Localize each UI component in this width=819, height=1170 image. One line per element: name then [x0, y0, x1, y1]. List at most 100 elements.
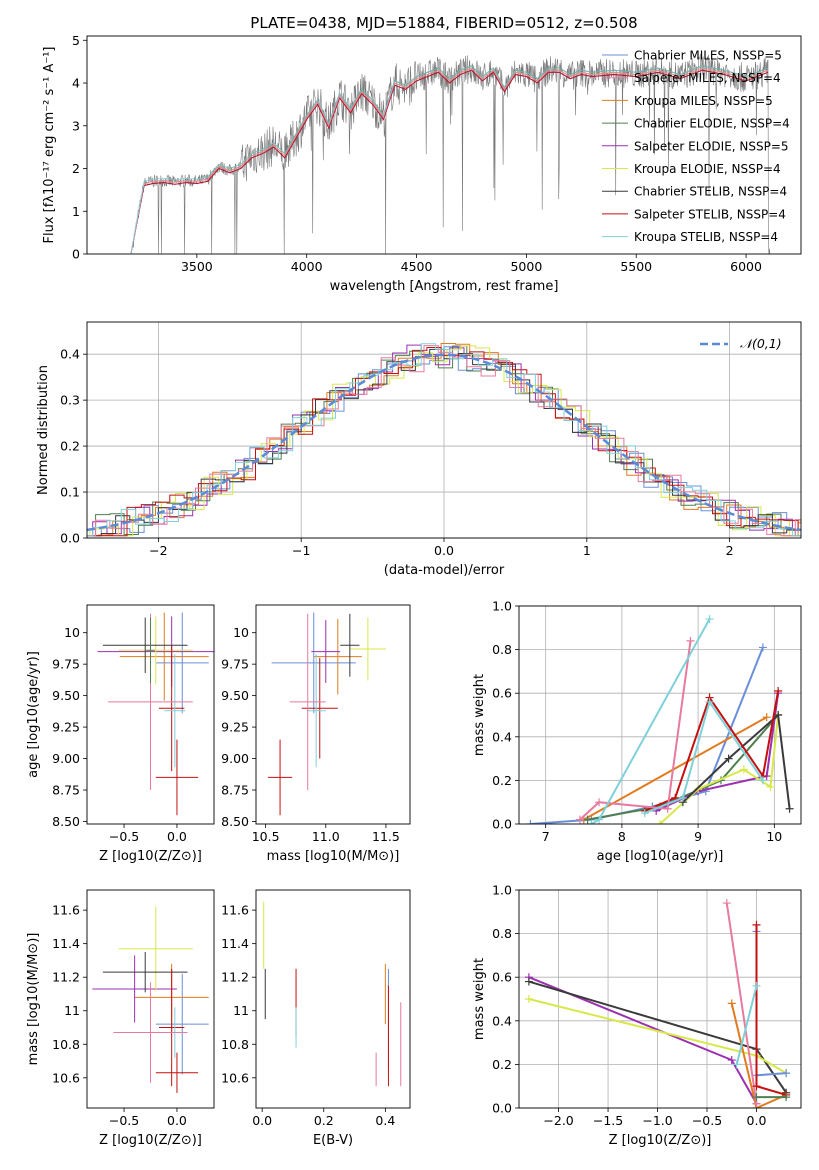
- legend-entry: Chabrier MILES, NSSP=5: [634, 49, 782, 63]
- y-tick-label: 0.4: [492, 729, 512, 744]
- weight-series-line: [587, 714, 779, 821]
- weight-point-marker: [752, 1082, 761, 1091]
- y-tick-label: 11.6: [221, 903, 249, 918]
- y-tick-label: 10: [64, 625, 80, 640]
- weight-point-marker: [782, 1093, 791, 1102]
- y-axis-label: mass weight: [472, 674, 487, 756]
- weight-point-marker: [705, 697, 714, 706]
- x-axis-label: Z [log10(Z/Z⊙)]: [609, 1133, 712, 1148]
- weight-series-line: [755, 931, 787, 1077]
- weight-point-marker: [663, 804, 672, 813]
- y-tick-label: 0.2: [60, 439, 80, 454]
- x-axis-label: Z [log10(Z/Z⊙)]: [99, 1133, 202, 1148]
- weight-point-marker: [782, 1069, 791, 1078]
- y-tick-label: 8.50: [221, 814, 249, 829]
- x-tick-label: −2.0: [543, 1113, 573, 1128]
- y-tick-label: 1: [72, 204, 80, 219]
- axes-frame: [518, 889, 802, 1109]
- x-tick-label: −0.5: [109, 1113, 139, 1128]
- legend-entry: Kroupa ELODIE, NSSP=4: [634, 162, 781, 176]
- plot-area: [524, 899, 791, 1108]
- weight-point-marker: [766, 782, 775, 791]
- model-spectrum-line: [130, 65, 769, 254]
- legend-entry: Salpeter STELIB, NSSP=4: [634, 207, 786, 221]
- weight-point-marker: [752, 981, 761, 990]
- y-tick-label: 0.1: [60, 485, 80, 500]
- weight-series-line: [730, 1003, 787, 1108]
- plot-area: [130, 53, 771, 254]
- legend-entry: 𝒩(0,1): [740, 336, 782, 351]
- weight-point-marker: [727, 999, 736, 1008]
- histogram-step: [87, 343, 801, 537]
- y-tick-label: 0.6: [492, 970, 512, 985]
- y-tick-label: 11.4: [221, 936, 249, 951]
- y-tick-label: 11: [64, 1003, 80, 1018]
- mass_vs_EBV-axes: 0.0 0.2 0.4 10.6 10.8 11 11.2 11.4 11.6 E(B-V): [221, 889, 411, 1148]
- x-tick-label: 4500: [401, 259, 433, 274]
- x-axis-label: Z [log10(Z/Z⊙)]: [99, 849, 202, 864]
- weight-series-line: [528, 976, 758, 1105]
- x-tick-label: 1: [583, 543, 591, 558]
- x-tick-label: 0.0: [252, 1113, 272, 1128]
- weight-series-line: [583, 716, 768, 821]
- y-tick-label: 1.0: [492, 883, 512, 898]
- plot-area: [268, 612, 386, 816]
- x-tick-label: 0.0: [167, 1113, 187, 1128]
- y-tick-label: 0.4: [60, 347, 80, 362]
- x-tick-label: −2: [149, 543, 167, 558]
- y-tick-label: 2: [72, 161, 80, 176]
- y-tick-label: 8.75: [221, 783, 249, 798]
- y-tick-label: 4: [72, 76, 80, 91]
- x-tick-label: −0.5: [692, 1113, 722, 1128]
- x-axis-label: (data-model)/error: [384, 563, 505, 578]
- y-tick-label: 0.2: [492, 773, 512, 788]
- age_vs_mass-axes: 10.5 11.0 11.5 8.50 8.75 9.00 9.25 9.50 9.75 10 ma…: [221, 604, 411, 864]
- y-tick-label: 0.3: [60, 393, 80, 408]
- y-axis-label: mass weight: [472, 958, 487, 1040]
- weight-point-marker: [727, 1056, 736, 1065]
- model-spectrum-line: [130, 67, 769, 254]
- weight-point-marker: [640, 809, 649, 818]
- weight-point-marker: [583, 815, 592, 824]
- weight-series-line: [725, 902, 758, 1104]
- y-tick-label: 1.0: [492, 599, 512, 614]
- y-tick-label: 8.50: [52, 814, 80, 829]
- y-tick-label: 10.8: [52, 1037, 80, 1052]
- weight-series-line: [644, 690, 780, 812]
- weight-point-marker: [656, 820, 664, 824]
- y-tick-label: 0.0: [60, 531, 80, 546]
- y-tick-label: 11.4: [52, 936, 80, 951]
- x-tick-label: 0.0: [747, 1113, 767, 1128]
- weight-point-marker: [524, 995, 533, 1003]
- x-tick-label: 3500: [181, 259, 213, 274]
- weight-point-marker: [758, 776, 767, 785]
- plot-area: [92, 906, 209, 1093]
- x-tick-label: 4000: [291, 259, 323, 274]
- x-tick-label: −1: [292, 543, 310, 558]
- y-axis-label: age [log10(age/yr)]: [26, 651, 41, 778]
- legend-entry: Salpeter MILES, NSSP=4: [634, 71, 781, 85]
- weight_vs_Z-axes: −2.0 −1.5 −1.0 −0.5 0.0 0.0 0.2 0.4 0.6 0.8 1.0 Z […: [472, 883, 802, 1148]
- x-tick-label: 11.5: [372, 829, 400, 844]
- x-tick-label: −1.0: [642, 1113, 672, 1128]
- legend-entry: Salpeter ELODIE, NSSP=5: [634, 139, 789, 153]
- y-tick-label: 0.6: [492, 686, 512, 701]
- weight-point-marker: [785, 804, 794, 813]
- weight-point-marker: [752, 1093, 761, 1102]
- weight-series-line: [644, 699, 764, 815]
- y-tick-label: 11: [233, 1003, 249, 1018]
- weight-point-marker: [774, 711, 783, 719]
- x-tick-label: 9: [694, 829, 702, 844]
- x-axis-label: E(B-V): [313, 1133, 353, 1148]
- weight_vs_age-axes: 7 8 9 10 0.0 0.2 0.4 0.6 0.8 1.0 age [log10(age/yr…: [472, 599, 802, 864]
- y-tick-label: 9.50: [221, 688, 249, 703]
- axes-frame: [518, 605, 802, 825]
- x-tick-label: 10.5: [252, 829, 280, 844]
- histogram-step: [87, 344, 801, 537]
- mass_vs_Z-axes: −0.5 0.0 10.6 10.8 11 11.2 11.4 11.6 Z [log10(Z/…: [26, 889, 215, 1148]
- y-tick-label: 0.8: [492, 642, 512, 657]
- legend-entry: Kroupa STELIB, NSSP=4: [634, 230, 778, 244]
- weight-point-marker: [587, 820, 596, 824]
- axes-frame: [255, 889, 411, 1109]
- x-tick-label: 5000: [510, 259, 542, 274]
